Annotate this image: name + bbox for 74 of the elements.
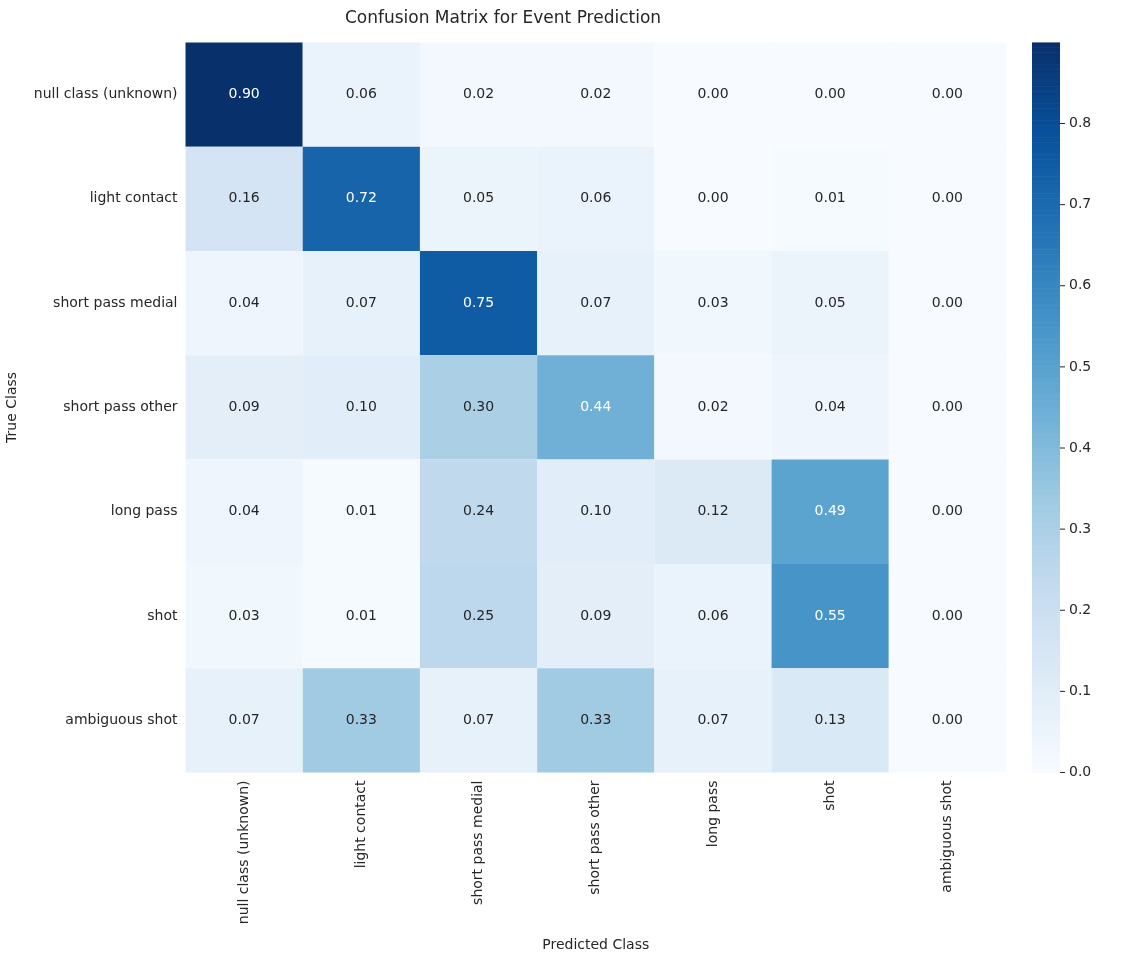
y-tick-label: ambiguous shot: [65, 710, 179, 727]
data-label: 0.30: [462, 398, 495, 415]
data-label: 0.01: [814, 189, 846, 206]
data-label: 0.07: [697, 710, 729, 727]
y-tick-label: short pass medial: [53, 293, 178, 310]
data-label: 0.00: [931, 710, 963, 727]
data-label: 0.00: [931, 398, 963, 415]
chart-title: Confusion Matrix for Event Prediction: [344, 6, 662, 27]
data-label: 0.33: [345, 710, 377, 727]
data-label: 0.04: [228, 293, 260, 310]
data-label: 0.10: [580, 502, 612, 519]
color-bar-label: 0.0: [1069, 763, 1092, 780]
data-label: 0.06: [580, 189, 612, 206]
x-tick-label: long pass: [703, 780, 720, 848]
data-label: 0.00: [931, 85, 963, 102]
data-label: 0.04: [814, 398, 846, 415]
data-label: 0.75: [462, 293, 495, 310]
data-label: 0.00: [931, 502, 963, 519]
data-label: 0.06: [345, 85, 378, 102]
color-bar-label: 0.7: [1069, 195, 1092, 212]
color-bar-label: 0.2: [1069, 600, 1092, 617]
data-label: 0.72: [345, 189, 377, 206]
data-label: 0.02: [697, 398, 729, 415]
data-label: 0.04: [228, 502, 260, 519]
color-bar-label: 0.1: [1069, 682, 1092, 698]
y-tick-label: light contact: [89, 189, 179, 206]
y-tick-label: null class (unknown): [33, 85, 178, 102]
y-tick-label: shot: [147, 606, 179, 623]
data-label: 0.03: [228, 606, 260, 623]
data-label: 0.10: [345, 398, 377, 415]
data-label: 0.00: [931, 189, 963, 206]
y-tick-label: long pass: [110, 502, 178, 519]
data-label: 0.02: [580, 85, 612, 102]
data-label: 0.90: [228, 85, 260, 102]
x-tick-label: ambiguous shot: [938, 779, 955, 893]
color-bar-label: 0.3: [1069, 519, 1092, 536]
data-label: 0.55: [814, 606, 846, 623]
color-bar-label: 0.6: [1069, 276, 1092, 293]
data-label: 0.25: [462, 606, 495, 623]
data-label: 0.03: [697, 293, 729, 310]
data-label: 0.05: [814, 293, 846, 310]
data-label: 0.33: [580, 710, 612, 727]
data-label: 0.00: [697, 189, 729, 206]
data-label: 0.12: [697, 502, 729, 519]
x-tick-label: short pass medial: [469, 780, 486, 905]
data-label: 0.00: [931, 606, 963, 623]
data-label: 0.07: [345, 293, 377, 310]
x-tick-label: shot: [820, 779, 837, 811]
data-label: 0.07: [462, 710, 495, 727]
color-bar-label: 0.8: [1069, 114, 1092, 131]
data-label: 0.01: [345, 502, 377, 519]
data-label: 0.09: [580, 606, 612, 623]
data-label: 0.00: [697, 85, 729, 102]
data-label: 0.09: [228, 398, 260, 415]
data-label: 0.01: [345, 606, 377, 623]
data-label: 0.16: [228, 189, 260, 206]
data-label: 0.07: [228, 710, 260, 727]
data-label: 0.00: [931, 293, 963, 310]
data-label: 0.00: [814, 85, 846, 102]
data-label: 0.05: [462, 189, 495, 206]
data-label: 0.49: [814, 502, 846, 519]
y-axis-title: True Class: [3, 371, 20, 444]
data-label: 0.13: [814, 710, 846, 727]
data-label: 0.06: [697, 606, 729, 623]
color-bar-label: 0.4: [1069, 438, 1092, 455]
x-tick-label: light contact: [351, 779, 368, 869]
data-label: 0.44: [580, 398, 612, 415]
data-label: 0.24: [462, 502, 495, 519]
x-axis-title: Predicted Class: [542, 936, 650, 953]
color-bar-label: 0.5: [1069, 357, 1092, 374]
data-label: 0.02: [462, 85, 495, 102]
y-tick-label: short pass other: [63, 398, 178, 415]
x-tick-label: short pass other: [586, 780, 603, 895]
data-label: 0.07: [580, 293, 612, 310]
